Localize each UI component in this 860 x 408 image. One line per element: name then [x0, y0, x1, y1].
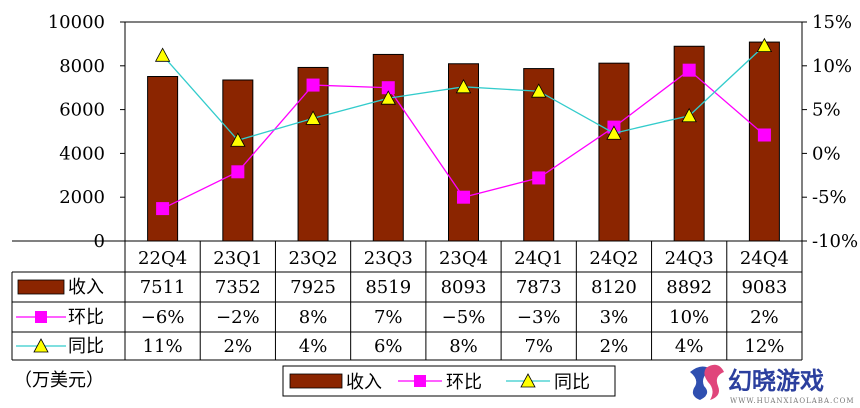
y-left-tick-label: 4000 — [59, 143, 105, 164]
bar-24Q4 — [748, 41, 780, 242]
legend-label-同比: 同比 — [554, 372, 590, 393]
point-环比-23Q1 — [231, 165, 245, 179]
point-同比-24Q2 — [606, 125, 622, 140]
unit-note: （万美元） — [14, 370, 104, 391]
point-环比-24Q4 — [757, 128, 771, 142]
watermark-logo: 幻晓游戏 WWW.HUANXIAOLABA.COM — [690, 364, 855, 405]
table-cell-同比-24Q2: 2% — [600, 336, 629, 357]
y-left-tick-label: 2000 — [59, 187, 105, 208]
point-环比-23Q2 — [306, 78, 320, 92]
y-right-tick-label: -10% — [812, 231, 858, 252]
y-right-tick-label: 0% — [812, 143, 841, 164]
point-环比-23Q4 — [457, 190, 470, 204]
category-label-23Q3: 23Q3 — [364, 248, 413, 269]
bar-23Q3 — [372, 53, 404, 242]
category-label-23Q1: 23Q1 — [213, 248, 262, 269]
table-cell-同比-23Q3: 6% — [374, 336, 403, 357]
table-cell-环比-24Q2: 3% — [600, 307, 629, 328]
legend-label-收入: 收入 — [346, 372, 382, 393]
point-同比-23Q3 — [380, 90, 396, 105]
bar-23Q2 — [297, 66, 329, 242]
table-cell-收入-23Q3: 8519 — [365, 277, 411, 298]
category-label-22Q4: 22Q4 — [138, 248, 187, 269]
table-cell-同比-24Q1: 7% — [524, 336, 553, 357]
table-cell-收入-24Q1: 7873 — [516, 277, 562, 298]
logo-mark-accent-icon — [704, 364, 724, 400]
table-cell-环比-22Q4: −6% — [141, 307, 185, 328]
legend-label-环比: 环比 — [446, 372, 482, 393]
table-key-marker-环比 — [35, 311, 47, 323]
point-同比-23Q4 — [455, 78, 472, 94]
table-series-name: 环比 — [68, 307, 104, 328]
table-cell-收入-23Q1: 7352 — [215, 277, 261, 298]
table-cell-环比-23Q4: −5% — [442, 307, 486, 328]
table-cell-环比-23Q2: 8% — [299, 307, 328, 328]
point-环比-22Q4 — [156, 202, 170, 216]
point-同比-22Q4 — [154, 47, 171, 62]
legend-key-收入 — [289, 373, 343, 389]
point-同比-23Q1 — [230, 132, 246, 147]
y-right-tick-label: 5% — [812, 100, 841, 121]
point-环比-24Q3 — [682, 63, 696, 77]
legend-marker-同比 — [520, 373, 536, 388]
legend-marker-环比 — [414, 375, 426, 387]
table-key-marker-同比 — [33, 338, 49, 353]
table-cell-环比-24Q3: 10% — [669, 307, 709, 328]
table-cell-同比-24Q3: 4% — [675, 336, 704, 357]
table-cell-同比-23Q1: 2% — [224, 336, 253, 357]
category-label-24Q2: 24Q2 — [589, 248, 638, 269]
point-同比-24Q4 — [756, 37, 773, 53]
table-cell-收入-23Q4: 8093 — [441, 277, 487, 298]
point-环比-23Q3 — [381, 81, 395, 95]
table-series-name: 同比 — [68, 336, 104, 357]
table-series-name: 收入 — [68, 277, 104, 298]
y-right-tick-label: 10% — [812, 56, 852, 77]
y-left-tick-label: 6000 — [59, 100, 105, 121]
table-cell-环比-23Q1: −2% — [216, 307, 260, 328]
table-cell-同比-22Q4: 11% — [143, 336, 183, 357]
point-同比-24Q1 — [531, 83, 547, 98]
table-cell-同比-23Q4: 8% — [449, 336, 478, 357]
table-key-收入 — [17, 279, 65, 295]
data-table: 22Q4 23Q1 23Q2 23Q3 23Q4 24Q1 24Q2 24Q3 24Q4 收入 75… — [11, 240, 803, 361]
y-left-tick-label: 10000 — [48, 12, 105, 33]
y-left-tick-label: 8000 — [59, 56, 105, 77]
table-cell-环比-24Q1: −3% — [517, 307, 561, 328]
point-同比-24Q3 — [681, 107, 697, 123]
table-cell-收入-22Q4: 7511 — [140, 277, 186, 298]
point-同比-23Q2 — [305, 110, 321, 125]
bar-22Q4 — [147, 76, 179, 242]
category-label-23Q2: 23Q2 — [288, 248, 337, 269]
y-right-tick-label: -5% — [812, 187, 847, 208]
watermark-brand: 幻晓游戏 — [728, 366, 824, 395]
table-cell-环比-24Q4: 2% — [750, 307, 779, 328]
category-label-24Q1: 24Q1 — [514, 248, 563, 269]
table-cell-环比-23Q3: 7% — [374, 307, 403, 328]
legend: 收入 环比 同比 — [282, 365, 616, 397]
y-right-tick-label: 15% — [812, 12, 852, 33]
table-cell-收入-23Q2: 7925 — [290, 277, 336, 298]
bar-23Q4 — [448, 63, 479, 242]
table-cell-同比-24Q4: 12% — [744, 336, 784, 357]
category-label-23Q4: 23Q4 — [439, 248, 488, 269]
table-cell-收入-24Q4: 9083 — [741, 277, 787, 298]
logo-mark-icon — [690, 366, 712, 400]
table-cell-收入-24Q2: 8120 — [591, 277, 637, 298]
bar-24Q2 — [598, 62, 630, 242]
category-label-24Q3: 24Q3 — [665, 248, 714, 269]
table-cell-同比-23Q2: 4% — [299, 336, 328, 357]
watermark-url: WWW.HUANXIAOLABA.COM — [730, 397, 855, 405]
point-环比-24Q1 — [532, 171, 546, 185]
category-label-24Q4: 24Q4 — [740, 248, 789, 269]
table-cell-收入-24Q3: 8892 — [666, 277, 712, 298]
